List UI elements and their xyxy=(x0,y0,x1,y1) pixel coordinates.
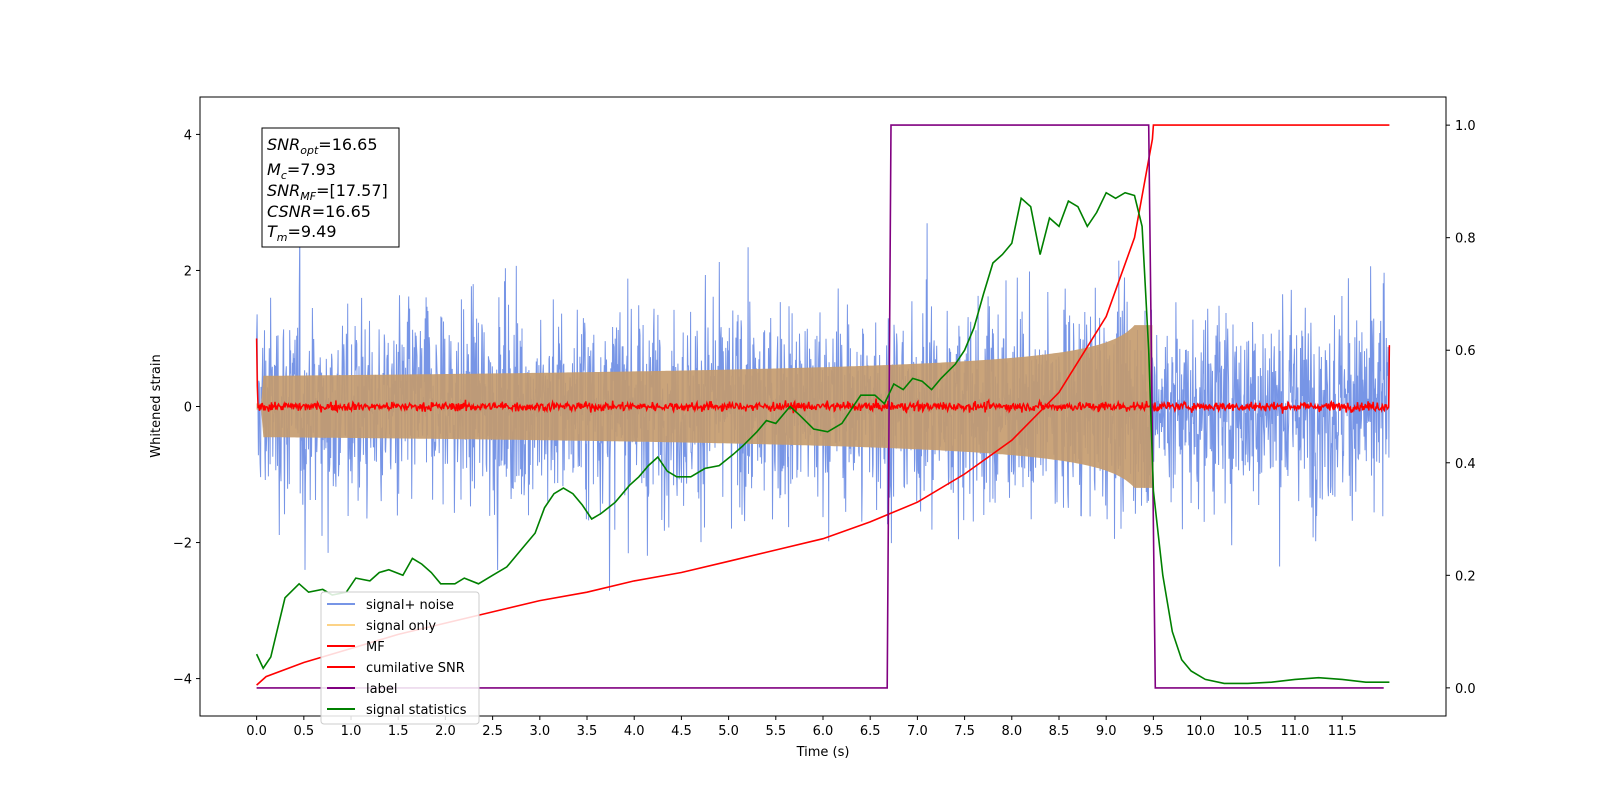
x-tick-label: 1.0 xyxy=(341,724,362,739)
x-tick-label: 2.5 xyxy=(482,724,503,739)
legend-label-mf: MF xyxy=(366,640,385,655)
info-tm: Tm=9.49 xyxy=(267,222,337,244)
x-tick-label: 9.0 xyxy=(1096,724,1117,739)
x-tick-label: 9.5 xyxy=(1143,724,1164,739)
y-axis-label: Whitened strain xyxy=(149,354,164,457)
x-axis: 0.0 0.5 1.0 1.5 2.0 2.5 3.0 3.5 4.0 4.5 5.0 5.5 6.0 6… xyxy=(246,716,1357,739)
legend-label-label: label xyxy=(366,682,397,697)
legend-label-cumulative-snr: cumilative SNR xyxy=(366,661,465,676)
x-tick-label: 0.0 xyxy=(246,724,267,739)
y-tick-label-right: 0.4 xyxy=(1455,457,1476,472)
y-axis-right: 0.0 0.2 0.4 0.6 0.8 1.0 xyxy=(1446,119,1476,697)
x-axis-label: Time (s) xyxy=(796,745,850,760)
y-tick-label-left: 4 xyxy=(184,128,192,143)
x-tick-label: 8.0 xyxy=(1001,724,1022,739)
info-snr-opt: SNRopt=16.65 xyxy=(267,135,378,157)
legend-label-signal-statistics: signal statistics xyxy=(366,703,467,718)
y-axis-left: −4 −2 0 2 4 xyxy=(173,128,200,688)
y-tick-label-left: 2 xyxy=(184,264,192,279)
x-tick-label: 4.0 xyxy=(624,724,645,739)
info-csnr: CSNR=16.65 xyxy=(267,202,371,221)
info-box: SNRopt=16.65 Mc=7.93 SNRMF=[17.57] CSNR=… xyxy=(261,127,400,248)
x-tick-label: 1.5 xyxy=(388,724,409,739)
x-tick-label: 8.5 xyxy=(1049,724,1070,739)
legend-label-signal-only: signal only xyxy=(366,619,436,634)
info-mc: Mc=7.93 xyxy=(267,160,336,182)
y-tick-label-left: −2 xyxy=(173,537,192,552)
legend-frame xyxy=(320,591,480,725)
x-tick-label: 10.5 xyxy=(1233,724,1262,739)
y-tick-label-right: 1.0 xyxy=(1455,119,1476,134)
x-tick-label: 10.0 xyxy=(1186,724,1215,739)
x-tick-label: 2.0 xyxy=(435,724,456,739)
series-signal-noise xyxy=(256,223,1390,591)
x-tick-label: 3.5 xyxy=(577,724,598,739)
x-tick-label: 6.5 xyxy=(860,724,881,739)
series-signal-statistics xyxy=(255,191,1390,685)
x-tick-label: 5.0 xyxy=(718,724,739,739)
legend: signal+ noise signal only MF cumilative … xyxy=(320,591,480,725)
y-tick-label-right: 0.0 xyxy=(1455,682,1476,697)
series-label xyxy=(256,124,1384,689)
y-tick-label-left: 0 xyxy=(184,401,192,416)
x-tick-label: 11.0 xyxy=(1280,724,1309,739)
y-tick-label-right: 0.8 xyxy=(1455,232,1476,247)
x-tick-label: 4.5 xyxy=(671,724,692,739)
y-tick-label-right: 0.6 xyxy=(1455,344,1476,359)
x-tick-label: 3.0 xyxy=(529,724,550,739)
info-snr-mf: SNRMF=[17.57] xyxy=(267,181,388,203)
legend-label-signal-noise: signal+ noise xyxy=(366,598,454,613)
y-tick-label-right: 0.2 xyxy=(1455,569,1476,584)
x-tick-label: 7.5 xyxy=(954,724,975,739)
series-mf xyxy=(255,338,1391,414)
x-tick-label: 0.5 xyxy=(293,724,314,739)
info-box-frame xyxy=(261,127,400,248)
x-tick-label: 7.0 xyxy=(907,724,928,739)
y-tick-label-left: −4 xyxy=(173,673,192,688)
x-tick-label: 5.5 xyxy=(765,724,786,739)
x-tick-label: 6.0 xyxy=(813,724,834,739)
x-tick-label: 11.5 xyxy=(1328,724,1357,739)
